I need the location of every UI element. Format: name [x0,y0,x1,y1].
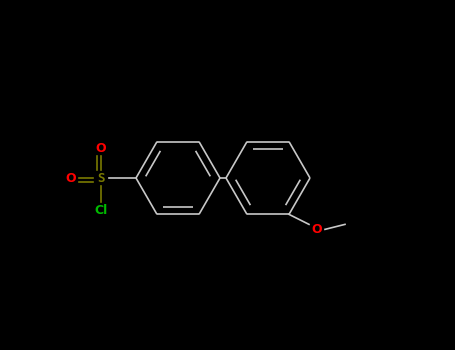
Text: O: O [96,141,106,154]
Text: S: S [97,172,105,184]
Text: O: O [66,172,76,184]
Text: O: O [312,223,322,236]
Text: Cl: Cl [94,203,108,217]
